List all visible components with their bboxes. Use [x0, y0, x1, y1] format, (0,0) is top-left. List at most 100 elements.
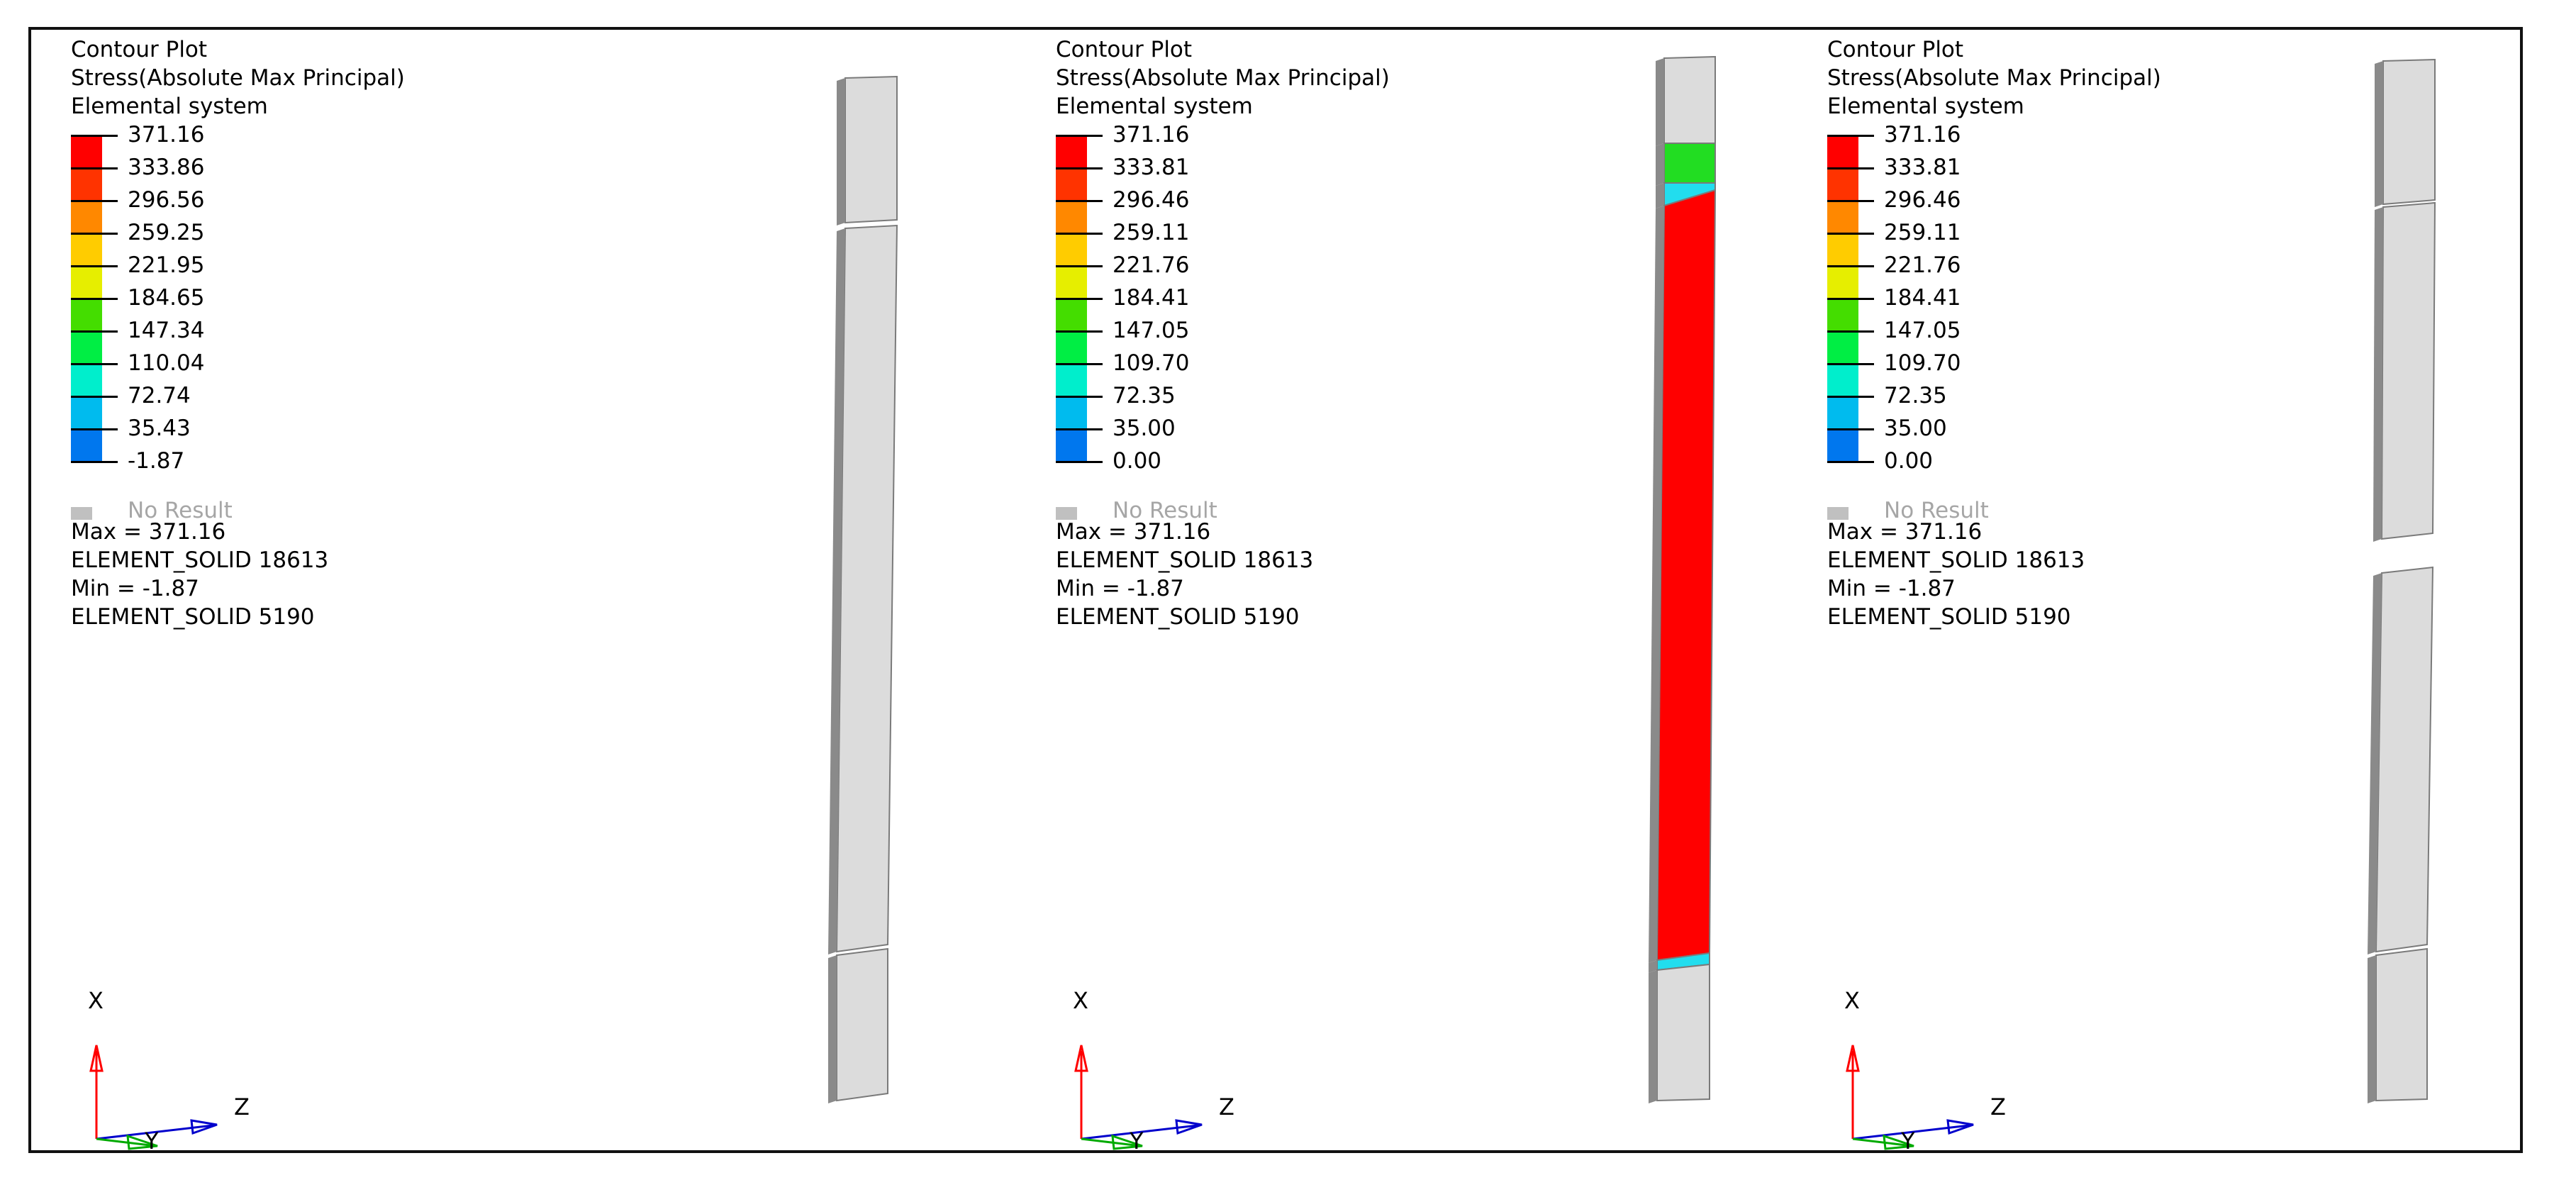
- legend-color-cell: [1827, 265, 1858, 298]
- contour-panel-2: Contour Plot Stress(Absolute Max Principa…: [1056, 30, 1793, 1154]
- axis-z-label: Z: [1990, 1093, 2006, 1120]
- legend-color-cell: [1827, 428, 1858, 461]
- result-stats: Max = 371.16 ELEMENT_SOLID 18613 Min = -1.…: [71, 518, 328, 631]
- axis-x-label: X: [88, 987, 104, 1014]
- result-stat-line: ELEMENT_SOLID 5190: [1056, 604, 1300, 630]
- legend-value: 333.81: [1884, 155, 1961, 180]
- legend-value: 35.43: [128, 416, 191, 441]
- contour-legend: 371.16 333.86 296.56 259.25 221.95 184.65 147.…: [71, 122, 355, 523]
- legend-color-cell: [71, 298, 102, 330]
- legend-tick: [71, 233, 118, 235]
- legend-value: 110.04: [128, 350, 205, 376]
- specimen-side-face: [2368, 955, 2376, 1103]
- contour-panel-3: Contour Plot Stress(Absolute Max Principa…: [1827, 30, 2536, 1154]
- legend-tick: [71, 330, 118, 333]
- no-result-label: No Result: [1113, 498, 1217, 523]
- result-stat-line: Min = -1.87: [1056, 576, 1184, 601]
- specimen-model: [2368, 58, 2436, 1103]
- no-result-swatch: [1827, 507, 1849, 520]
- legend-color-cell: [1056, 135, 1087, 167]
- legend-tick: [1827, 396, 1874, 398]
- plot-header-line: Stress(Absolute Max Principal): [1827, 65, 2161, 91]
- legend-color-cell: [1827, 233, 1858, 265]
- legend-tick: [1827, 330, 1874, 333]
- result-stats: Max = 371.16 ELEMENT_SOLID 18613 Min = -1.…: [1827, 518, 2085, 631]
- legend-tick: [1056, 167, 1103, 169]
- legend-tick: [1056, 200, 1103, 202]
- legend-tick: [1827, 167, 1874, 169]
- plot-header-line: Elemental system: [1827, 94, 2024, 119]
- contour-panel-1: Contour Plot Stress(Absolute Max Principa…: [71, 30, 993, 1154]
- specimen-side-face: [828, 955, 837, 1103]
- plot-header-line: Contour Plot: [1827, 37, 1964, 62]
- specimen-segment: [1663, 55, 1716, 144]
- specimen-side-face: [1649, 206, 1664, 963]
- legend-value: 296.56: [128, 187, 205, 213]
- legend-value: 109.70: [1113, 350, 1190, 376]
- legend-tick: [1827, 135, 1874, 137]
- legend-value: 35.00: [1884, 416, 1947, 441]
- legend-color-cell: [1827, 298, 1858, 330]
- legend-color-cell: [1056, 200, 1087, 233]
- plot-header-line: Contour Plot: [1056, 37, 1193, 62]
- legend-color-cell: [71, 135, 102, 167]
- legend-color-cell: [1056, 265, 1087, 298]
- specimen-segment: [835, 224, 898, 953]
- legend-tick: [1827, 298, 1874, 300]
- specimen-side-face: [837, 78, 845, 226]
- specimen-side-face: [1649, 970, 1657, 1103]
- legend-color-cell: [71, 167, 102, 200]
- result-stat-line: Min = -1.87: [1827, 576, 1956, 601]
- legend-tick: [1056, 363, 1103, 365]
- result-stat-line: ELEMENT_SOLID 5190: [71, 604, 315, 630]
- specimen-view: [2346, 30, 2576, 1156]
- legend-color-cell: [1056, 428, 1087, 461]
- legend-color-cell: [1056, 396, 1087, 428]
- legend-value: 35.00: [1113, 416, 1176, 441]
- plot-header: Contour Plot Stress(Absolute Max Principa…: [71, 35, 405, 121]
- legend-tick: [1056, 233, 1103, 235]
- figure-frame: Contour Plot Stress(Absolute Max Principa…: [28, 27, 2523, 1154]
- legend-color-cell: [71, 428, 102, 461]
- legend-value: 184.41: [1884, 285, 1961, 311]
- legend-tick: [71, 135, 118, 137]
- legend-color-cell: [71, 265, 102, 298]
- contour-legend: 371.16 333.81 296.46 259.11 221.76 184.41 147.…: [1827, 122, 2111, 523]
- legend-value: 221.76: [1113, 252, 1190, 278]
- legend-value: 371.16: [128, 122, 205, 148]
- specimen-segment: [2375, 566, 2434, 953]
- legend-value: 147.34: [128, 318, 205, 343]
- legend-value: 0.00: [1884, 448, 1934, 474]
- result-stat-line: Max = 371.16: [1056, 519, 1211, 545]
- legend-value: 259.11: [1884, 220, 1961, 245]
- legend-tick: [1827, 200, 1874, 202]
- legend-value: 221.95: [128, 252, 205, 278]
- legend-tick: [1056, 396, 1103, 398]
- legend-value: 296.46: [1884, 187, 1961, 213]
- specimen-side-face: [828, 228, 845, 954]
- specimen-segment: [844, 75, 898, 224]
- result-stat-line: ELEMENT_SOLID 18613: [1056, 547, 1314, 573]
- axis-triad: X Z Y: [1834, 987, 2075, 1154]
- legend-color-cell: [1827, 167, 1858, 200]
- legend-value: 333.81: [1113, 155, 1190, 180]
- result-stat-line: Min = -1.87: [71, 576, 199, 601]
- legend-color-cell: [1056, 330, 1087, 363]
- no-result-label: No Result: [1884, 498, 1989, 523]
- legend-color-cell: [71, 363, 102, 396]
- result-stats: Max = 371.16 ELEMENT_SOLID 18613 Min = -1.…: [1056, 518, 1313, 631]
- legend-tick: [1827, 363, 1874, 365]
- specimen-segment: [1656, 189, 1717, 962]
- legend-value: 221.76: [1884, 252, 1961, 278]
- axis-triad-icon: X Z Y: [1073, 987, 1234, 1154]
- legend-tick: [1056, 265, 1103, 267]
- legend-tick: [71, 167, 118, 169]
- legend-tick: [71, 396, 118, 398]
- no-result-swatch: [1056, 507, 1077, 520]
- legend-tick: [1827, 428, 1874, 430]
- axis-z-label: Z: [1219, 1093, 1234, 1120]
- legend-value: 72.35: [1113, 383, 1176, 408]
- specimen-segment: [1663, 143, 1716, 184]
- plot-header-line: Elemental system: [71, 94, 268, 119]
- legend-value: 147.05: [1113, 318, 1190, 343]
